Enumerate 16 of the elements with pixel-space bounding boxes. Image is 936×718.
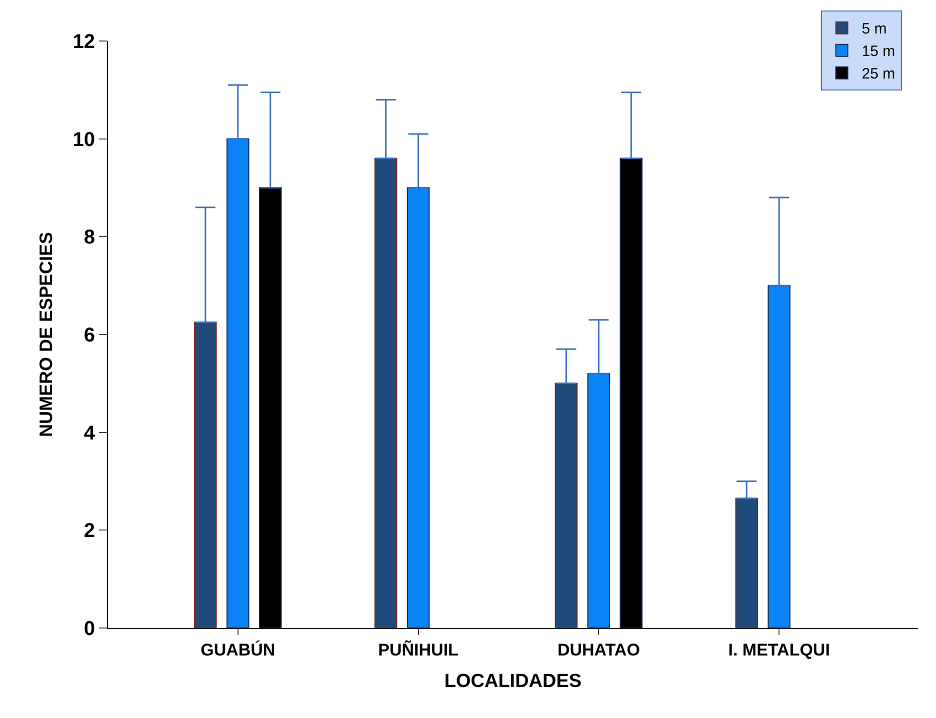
y-tick-label: 8 xyxy=(84,226,95,249)
x-axis-title: LOCALIDADES xyxy=(444,671,582,692)
y-tick-label: 0 xyxy=(84,618,95,640)
legend-label: 5 m xyxy=(862,20,887,38)
x-tick-label: I. METALQUI xyxy=(728,640,830,660)
legend-label: 25 m xyxy=(862,66,896,83)
x-tick-label: DUHATAO xyxy=(557,640,640,660)
y-tick-label: 10 xyxy=(72,128,95,151)
y-tick-label: 4 xyxy=(84,422,96,444)
y-axis-title: NUMERO DE ESPECIES xyxy=(36,232,56,438)
y-tick-label: 12 xyxy=(72,31,95,53)
y-tick-label: 6 xyxy=(84,324,95,346)
legend-label: 15 m xyxy=(862,43,896,60)
x-tick-label: PUÑIHUIL xyxy=(378,639,458,660)
x-tick-label: GUABÚN xyxy=(200,639,276,660)
y-tick-label: 2 xyxy=(84,520,95,542)
